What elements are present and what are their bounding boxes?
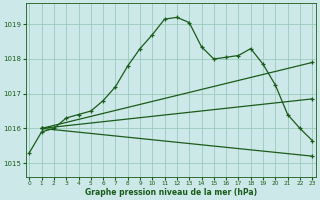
X-axis label: Graphe pression niveau de la mer (hPa): Graphe pression niveau de la mer (hPa) [85, 188, 257, 197]
